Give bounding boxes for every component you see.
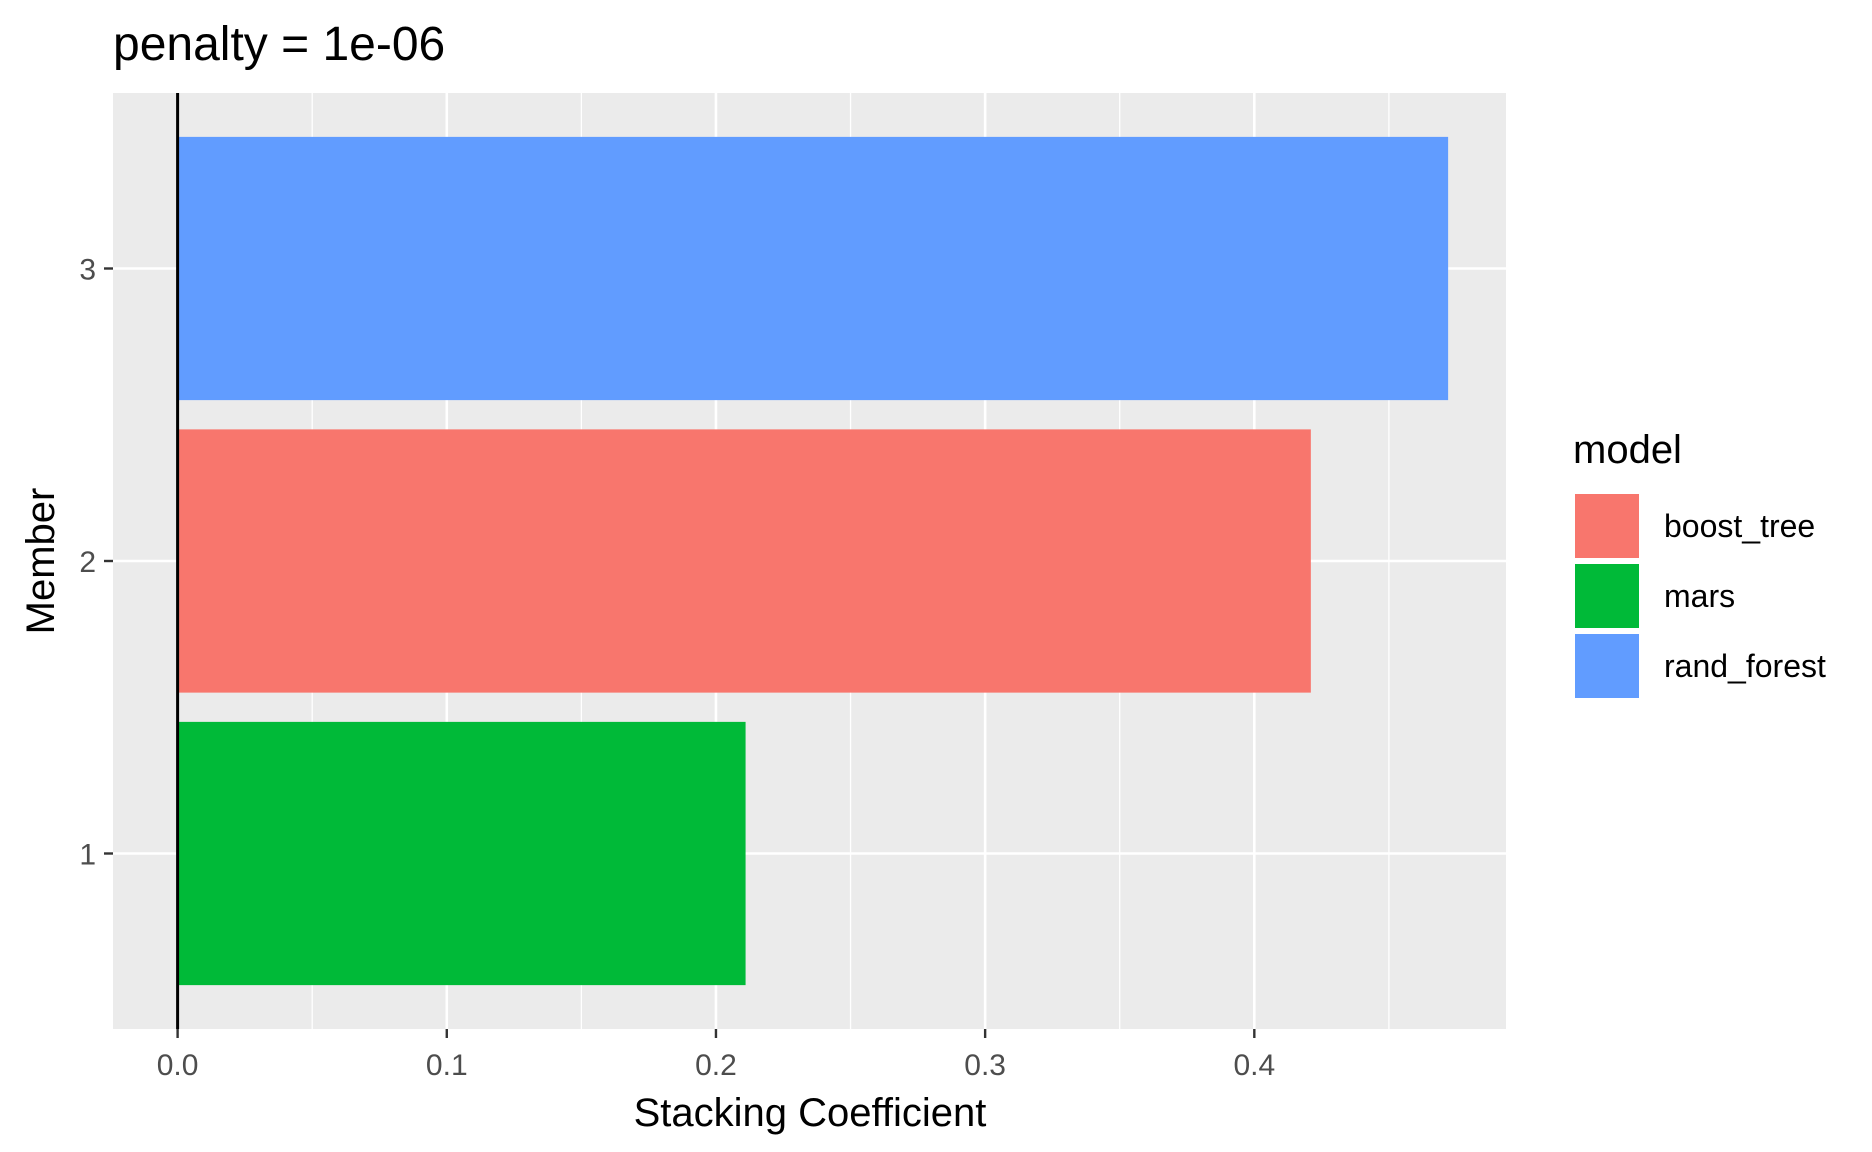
legend-key-boost_tree: [1573, 492, 1641, 560]
legend-key-mars: [1573, 562, 1641, 630]
legend-title: model: [1573, 428, 1682, 472]
legend-label: mars: [1664, 578, 1735, 614]
bar-mars: [177, 721, 746, 986]
legend-label: rand_forest: [1664, 648, 1826, 684]
y-axis-title: Member: [19, 488, 63, 635]
y-axis-ticks: 1 2 3: [79, 254, 113, 872]
legend-label: boost_tree: [1664, 508, 1815, 544]
y-tick-label: 3: [79, 254, 96, 287]
bars: [177, 136, 1449, 986]
bar-boost_tree: [177, 429, 1311, 693]
bar-rand_forest: [177, 136, 1449, 401]
chart-title: penalty = 1e-06: [113, 18, 445, 71]
y-tick-label: 2: [79, 546, 96, 579]
x-axis-title: Stacking Coefficient: [634, 1091, 987, 1135]
x-tick-label: 0.4: [1233, 1049, 1275, 1082]
x-tick-label: 0.3: [964, 1049, 1006, 1082]
x-tick-label: 0.1: [426, 1049, 468, 1082]
y-tick-label: 1: [79, 839, 96, 872]
x-tick-label: 0.0: [157, 1049, 199, 1082]
x-axis-ticks: 0.0 0.1 0.2 0.3 0.4: [157, 1029, 1275, 1082]
x-tick-label: 0.2: [695, 1049, 737, 1082]
legend-key-rand_forest: [1573, 632, 1641, 700]
